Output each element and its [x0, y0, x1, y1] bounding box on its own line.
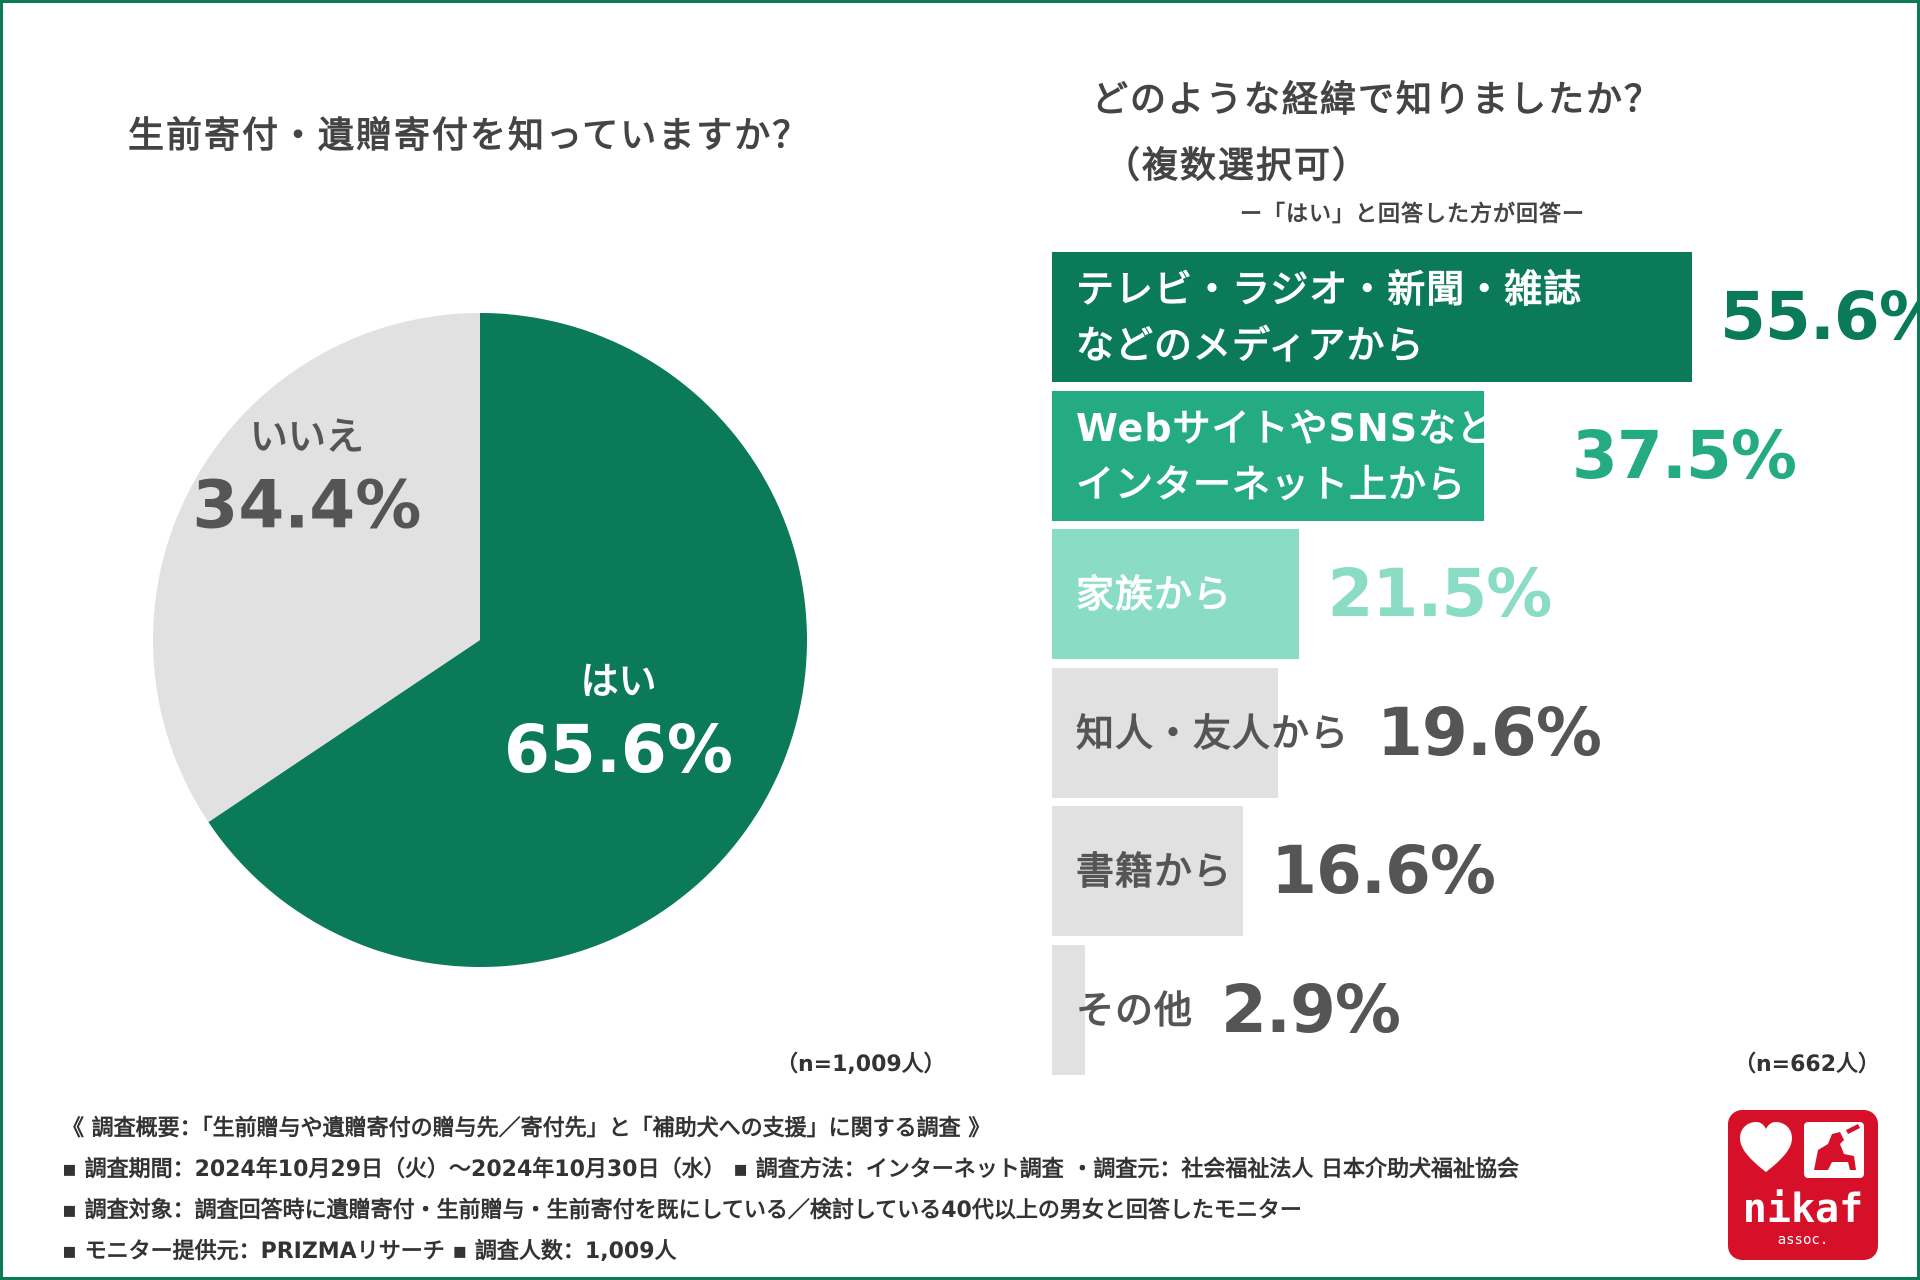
bar-label-line: などのメディアから	[1076, 323, 1425, 367]
survey-overview: 《 調査概要：「生前贈与や遺贈寄付の贈与先／寄付先」と「補助犬への支援」に関する…	[62, 1108, 1519, 1272]
bar-row-5: その他 2.9%	[1052, 945, 1872, 1075]
pie-slice-label-1: いいえ	[250, 415, 364, 459]
bar-row-1: WebサイトやSNSなど インターネット上から 37.5%	[1052, 390, 1872, 521]
bar-0	[1052, 252, 1692, 382]
pie-slice-0	[208, 313, 808, 967]
survey-overview-title: 《 調査概要：「生前贈与や遺贈寄付の贈与先／寄付先」と「補助犬への支援」に関する…	[62, 1116, 991, 1141]
bar-label-3: 知人・友人から	[1076, 668, 1349, 798]
pie-slice-value-0: 65.6%	[504, 711, 733, 788]
bar-chart-title-note: （複数選択可）	[1104, 145, 1371, 186]
pie-sample-size: （n=1,009人）	[776, 1052, 946, 1077]
bar-label-2: 家族から	[1076, 529, 1232, 659]
bar-chart-subtitle: ー「はい」と回答した方が回答ー	[1240, 202, 1586, 227]
bar-1	[1052, 390, 1484, 521]
bar-label-line: 書籍から	[1076, 849, 1233, 894]
bar-row-4: 書籍から 16.6%	[1052, 806, 1872, 937]
bar-value-3: 19.6%	[1377, 693, 1602, 771]
survey-target-line: ▪ 調査対象：調査回答時に遺贈寄付・生前贈与・生前寄付を既にしている／検討してい…	[62, 1198, 1302, 1223]
bar-label-line: その他	[1076, 988, 1194, 1032]
bar-value-4: 16.6%	[1271, 832, 1496, 910]
bar-value-5: 2.9%	[1221, 971, 1401, 1048]
bar-sample-size: （n=662人）	[1734, 1052, 1881, 1077]
bar-label-4: 書籍から	[1076, 806, 1232, 936]
bar-label-0: テレビ・ラジオ・新聞・雑誌 などのメディアから	[1076, 252, 1582, 382]
pie-slice-value-1: 34.4%	[192, 467, 421, 544]
nikaf-logo: nikaf assoc.	[1728, 1110, 1878, 1260]
bar-label-line: 知人・友人から	[1076, 710, 1350, 755]
survey-provider-line: ▪ モニター提供元：PRIZMAリサーチ ▪ 調査人数：1,009人	[62, 1239, 677, 1264]
bar-label-5: その他	[1076, 945, 1193, 1075]
bar-2	[1052, 529, 1300, 660]
bar-label-line: テレビ・ラジオ・新聞・雑誌	[1076, 267, 1583, 311]
logo-wordmark: nikaf	[1742, 1186, 1864, 1232]
bar-3	[1052, 667, 1278, 798]
bar-label-line: インターネット上から	[1076, 461, 1467, 506]
bar-row-2: 家族から 21.5%	[1052, 529, 1872, 660]
heart-dog-icon	[1740, 1122, 1864, 1178]
bar-4	[1052, 806, 1244, 937]
bar-chart-title: どのような経緯で知りましたか？	[1092, 79, 1663, 120]
bar-value-2: 21.5%	[1327, 555, 1552, 633]
bar-label-line: WebサイトやSNSなど	[1076, 405, 1497, 450]
bar-row-3: 知人・友人から 19.6%	[1052, 667, 1872, 798]
bar-value-0: 55.6%	[1720, 278, 1920, 355]
pie-slice-1	[153, 313, 480, 823]
pie-slice-label-0: はい	[580, 659, 656, 703]
bar-label-1: WebサイトやSNSなど インターネット上から	[1076, 391, 1496, 521]
bar-5	[1052, 945, 1086, 1075]
pie-chart-title: 生前寄付・遺贈寄付を知っていますか？	[128, 115, 811, 156]
survey-period-line: ▪ 調査期間：2024年10月29日（火）～2024年10月30日（水） ▪ 調…	[62, 1157, 1520, 1182]
bar-value-1: 37.5%	[1572, 416, 1797, 494]
logo-subtext: assoc.	[1777, 1232, 1829, 1248]
bar-label-line: 家族から	[1076, 572, 1233, 617]
